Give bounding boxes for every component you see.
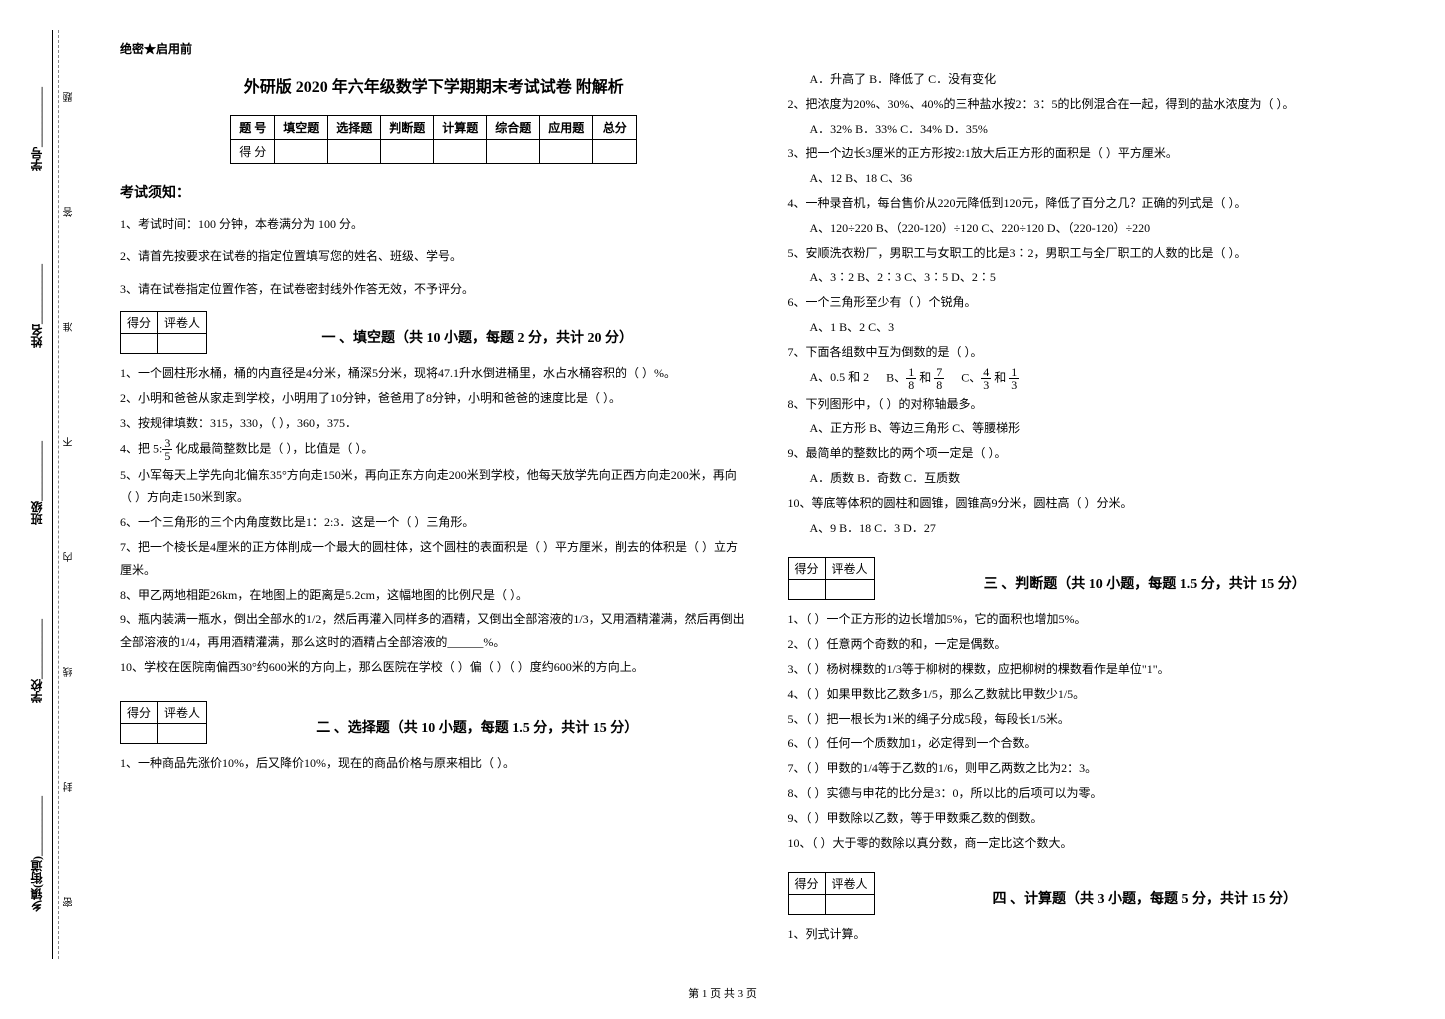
question: 4、一种录音机，每台售价从220元降低到120元，降低了百分之几？正确的列式是（… (788, 192, 1416, 215)
section-2-title: 二 、选择题（共 10 小题，每题 1.5 分，共计 15 分） (207, 701, 747, 737)
options: A．升高了 B．降低了 C．没有变化 (788, 68, 1416, 91)
question: 7、下面各组数中互为倒数的是（ ）。 (788, 341, 1416, 364)
binding-field: 学号__________ (28, 87, 45, 171)
score-header: 选择题 (328, 116, 381, 140)
question: 2、把浓度为20%、30%、40%的三种盐水按2：3：5的比例混合在一起，得到的… (788, 93, 1416, 116)
binding-field: 学校__________ (28, 619, 45, 703)
section-score-box: 得分评卷人 (788, 557, 875, 600)
question: 7、把一个棱长是4厘米的正方体削成一个最大的圆柱体，这个圆柱的表面积是（ ）平方… (120, 536, 748, 582)
confidential-label: 绝密★启用前 (120, 40, 748, 57)
question: 1、（ ）一个正方形的边长增加5%，它的面积也增加5%。 (788, 608, 1416, 631)
seal-hint: 题 (62, 92, 77, 102)
section-3-title: 三 、判断题（共 10 小题，每题 1.5 分，共计 15 分） (875, 557, 1415, 593)
section-1-title: 一 、填空题（共 10 小题，每题 2 分，共计 20 分） (207, 311, 747, 347)
score-summary-table: 题 号 填空题 选择题 判断题 计算题 综合题 应用题 总分 得 分 (230, 115, 637, 164)
score-header: 综合题 (487, 116, 540, 140)
seal-hint: 线 (62, 667, 77, 677)
question: 1、列式计算。 (788, 923, 1416, 946)
seal-hint: 封 (62, 782, 77, 792)
options: A．质数 B．奇数 C．互质数 (788, 467, 1416, 490)
options: A、3∶2 B、2∶3 C、3∶5 D、2∶5 (788, 266, 1416, 289)
question: 8、下列图形中，（ ）的对称轴最多。 (788, 393, 1416, 416)
binding-edge: 学号__________ 姓名__________ 班级__________ 学… (0, 0, 100, 1019)
exam-title: 外研版 2020 年六年级数学下学期期末考试试卷 附解析 (120, 73, 748, 97)
score-row-label: 得 分 (231, 140, 275, 164)
question: 8、甲乙两地相距26km，在地图上的距离是5.2cm，这幅地图的比例尺是（ ）。 (120, 584, 748, 607)
page-footer: 第 1 页 共 3 页 (0, 985, 1445, 1001)
notice-item: 2、请首先按要求在试卷的指定位置填写您的姓名、班级、学号。 (120, 246, 748, 266)
seal-hint: 不 (62, 437, 77, 447)
question: 5、安顺洗衣粉厂，男职工与女职工的比是3∶2，男职工与全厂职工的人数的比是（ ）… (788, 242, 1416, 265)
question: 6、一个三角形的三个内角度数比是1：2:3．这是一个（ ）三角形。 (120, 511, 748, 534)
options: A、1 B、2 C、3 (788, 316, 1416, 339)
options: A、9 B．18 C．3 D．27 (788, 517, 1416, 540)
binding-field: 乡镇(街道)__________ (28, 796, 45, 912)
score-header: 填空题 (275, 116, 328, 140)
question: 5、（ ）把一根长为1米的绳子分成5段，每段长1/5米。 (788, 708, 1416, 731)
question: 8、（ ）实德与申花的比分是3：0，所以比的后项可以为零。 (788, 782, 1416, 805)
question: 9、瓶内装满一瓶水，倒出全部水的1/2，然后再灌入同样多的酒精，又倒出全部溶液的… (120, 608, 748, 654)
section-score-box: 得分评卷人 (788, 872, 875, 915)
question: 10、学校在医院南偏西30°约600米的方向上，那么医院在学校（ ）偏（ ）（ … (120, 656, 748, 679)
question: 2、小明和爸爸从家走到学校，小明用了10分钟，爸爸用了8分钟，小明和爸爸的速度比… (120, 387, 748, 410)
notice-header: 考试须知： (120, 182, 748, 202)
seal-hint: 密 (62, 897, 77, 907)
question: 6、（ ）任何一个质数加1，必定得到一个合数。 (788, 732, 1416, 755)
options: A、正方形 B、等边三角形 C、等腰梯形 (788, 417, 1416, 440)
question: 5、小军每天上学先向北偏东35°方向走150米，再向正东方向走200米到学校，他… (120, 464, 748, 510)
section-4-title: 四 、计算题（共 3 小题，每题 5 分，共计 15 分） (875, 872, 1415, 908)
seal-hint: 内 (62, 552, 77, 562)
binding-field: 姓名__________ (28, 264, 45, 348)
options: A、12 B、18 C、36 (788, 167, 1416, 190)
options: A、120÷220 B、（220-120）÷120 C、220÷120 D、（2… (788, 217, 1416, 240)
seal-hint: 准 (62, 322, 77, 332)
question: 2、（ ）任意两个奇数的和，一定是偶数。 (788, 633, 1416, 656)
score-header: 总分 (593, 116, 637, 140)
score-header: 计算题 (434, 116, 487, 140)
binding-field: 班级__________ (28, 441, 45, 525)
question: 4、把 5:35 化成最简整数比是（ ），比值是（ ）。 (120, 437, 748, 462)
question: 9、最简单的整数比的两个项一定是（ ）。 (788, 442, 1416, 465)
question: 1、一种商品先涨价10%，后又降价10%，现在的商品价格与原来相比（ ）。 (120, 752, 748, 775)
question: 3、把一个边长3厘米的正方形按2:1放大后正方形的面积是（ ）平方厘米。 (788, 142, 1416, 165)
question: 9、（ ）甲数除以乙数，等于甲数乘乙数的倒数。 (788, 807, 1416, 830)
right-column: A．升高了 B．降低了 C．没有变化 2、把浓度为20%、30%、40%的三种盐… (788, 68, 1416, 999)
question: 3、（ ）杨树棵数的1/3等于柳树的棵数，应把柳树的棵数看作是单位"1"。 (788, 658, 1416, 681)
options: A、0.5 和 2 B、18 和 78 C、43 和 13 (788, 366, 1416, 391)
score-header: 判断题 (381, 116, 434, 140)
score-header: 题 号 (231, 116, 275, 140)
question: 1、一个圆柱形水桶，桶的内直径是4分米，桶深5分米，现将47.1升水倒进桶里，水… (120, 362, 748, 385)
section-score-box: 得分评卷人 (120, 311, 207, 354)
question: 4、（ ）如果甲数比乙数多1/5，那么乙数就比甲数少1/5。 (788, 683, 1416, 706)
left-column: 绝密★启用前 外研版 2020 年六年级数学下学期期末考试试卷 附解析 题 号 … (120, 40, 748, 999)
score-header: 应用题 (540, 116, 593, 140)
question: 6、一个三角形至少有（ ）个锐角。 (788, 291, 1416, 314)
question: 3、按规律填数：315，330，（ ），360，375． (120, 412, 748, 435)
question: 7、（ ）甲数的1/4等于乙数的1/6，则甲乙两数之比为2：3。 (788, 757, 1416, 780)
options: A．32% B．33% C．34% D．35% (788, 118, 1416, 141)
section-score-box: 得分评卷人 (120, 701, 207, 744)
notice-item: 1、考试时间：100 分钟，本卷满分为 100 分。 (120, 214, 748, 234)
question: 10、等底等体积的圆柱和圆锥，圆锥高9分米，圆柱高（ ）分米。 (788, 492, 1416, 515)
notice-item: 3、请在试卷指定位置作答，在试卷密封线外作答无效，不予评分。 (120, 279, 748, 299)
seal-hint: 答 (62, 207, 77, 217)
question: 10、（ ）大于零的数除以真分数，商一定比这个数大。 (788, 832, 1416, 855)
